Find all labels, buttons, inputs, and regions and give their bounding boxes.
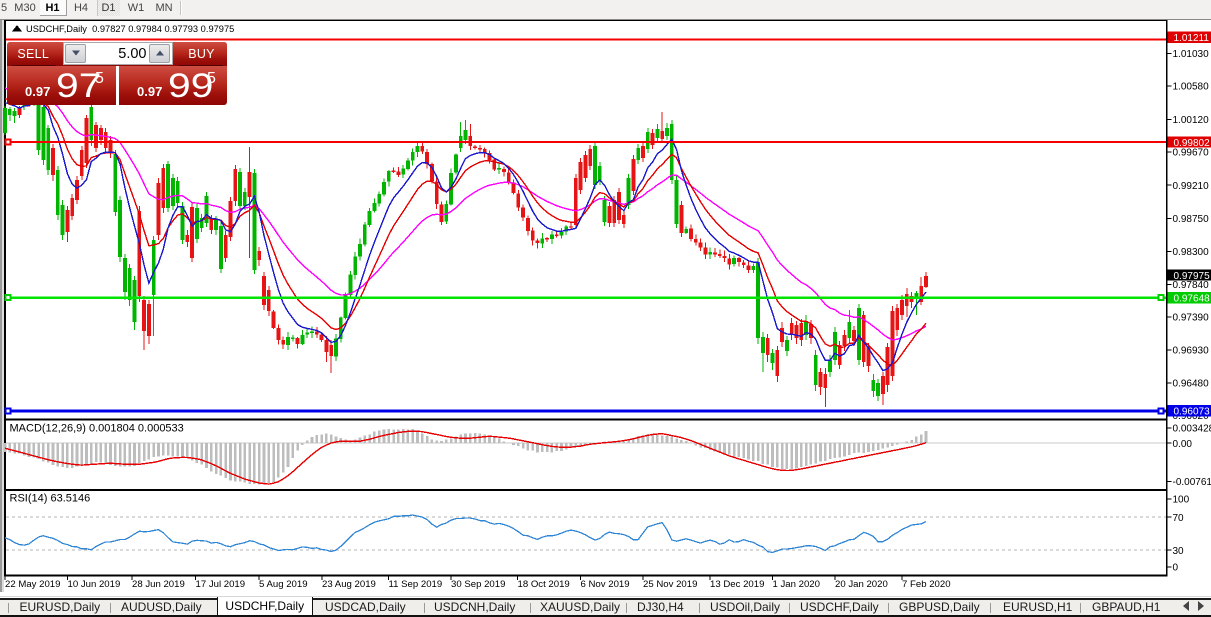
svg-text:1.01030: 1.01030 bbox=[1173, 49, 1210, 60]
svg-text:1.01211: 1.01211 bbox=[1174, 33, 1210, 44]
svg-text:7 Feb 2020: 7 Feb 2020 bbox=[902, 579, 951, 590]
svg-text:0.97840: 0.97840 bbox=[1173, 280, 1210, 291]
svg-text:MACD(12,26,9) 0.001804 0.00053: MACD(12,26,9) 0.001804 0.000533 bbox=[10, 423, 184, 435]
svg-text:28 Jun 2019: 28 Jun 2019 bbox=[132, 579, 185, 590]
svg-text:10 Jun 2019: 10 Jun 2019 bbox=[68, 579, 121, 590]
svg-text:11 Sep 2019: 11 Sep 2019 bbox=[389, 579, 443, 590]
svg-text:RSI(14) 63.5146: RSI(14) 63.5146 bbox=[10, 493, 91, 505]
svg-text:1.00120: 1.00120 bbox=[1173, 115, 1210, 126]
svg-text:13 Dec 2019: 13 Dec 2019 bbox=[710, 579, 764, 590]
svg-text:0.96930: 0.96930 bbox=[1173, 346, 1210, 357]
svg-text:22 May 2019: 22 May 2019 bbox=[5, 579, 60, 590]
svg-text:5 Aug 2019: 5 Aug 2019 bbox=[259, 579, 308, 590]
svg-text:0.00: 0.00 bbox=[1173, 439, 1193, 450]
svg-text:0.97648: 0.97648 bbox=[1174, 294, 1211, 305]
svg-text:6 Nov 2019: 6 Nov 2019 bbox=[581, 579, 630, 590]
svg-text:0.96480: 0.96480 bbox=[1173, 378, 1210, 389]
svg-text:0.98300: 0.98300 bbox=[1173, 247, 1210, 258]
svg-text:1.00580: 1.00580 bbox=[1173, 82, 1210, 93]
svg-text:17 Jul 2019: 17 Jul 2019 bbox=[196, 579, 246, 590]
svg-text:100: 100 bbox=[1173, 495, 1190, 506]
svg-text:1 Jan 2020: 1 Jan 2020 bbox=[773, 579, 820, 590]
svg-text:0.99210: 0.99210 bbox=[1173, 181, 1210, 192]
svg-text:0.99802: 0.99802 bbox=[1174, 138, 1211, 149]
svg-text:0.96073: 0.96073 bbox=[1174, 407, 1211, 418]
svg-text:0.003428: 0.003428 bbox=[1173, 424, 1211, 435]
svg-text:USDCHF,Daily 0.97827 0.97984: USDCHF,Daily 0.97827 0.97984 0.97793 0.9… bbox=[26, 24, 234, 34]
svg-text:0.99670: 0.99670 bbox=[1173, 147, 1210, 158]
svg-text:23 Aug 2019: 23 Aug 2019 bbox=[322, 579, 376, 590]
svg-text:0.97390: 0.97390 bbox=[1173, 313, 1210, 324]
svg-text:70: 70 bbox=[1173, 513, 1185, 524]
svg-text:30: 30 bbox=[1173, 546, 1185, 557]
svg-text:0.97975: 0.97975 bbox=[1174, 271, 1211, 282]
svg-text:-0.007615: -0.007615 bbox=[1173, 477, 1211, 488]
svg-text:20 Jan 2020: 20 Jan 2020 bbox=[835, 579, 888, 590]
svg-text:0.98750: 0.98750 bbox=[1173, 214, 1210, 225]
svg-text:18 Oct 2019: 18 Oct 2019 bbox=[518, 579, 570, 590]
svg-text:25 Nov 2019: 25 Nov 2019 bbox=[643, 579, 697, 590]
svg-text:0: 0 bbox=[1173, 563, 1179, 574]
svg-text:30 Sep 2019: 30 Sep 2019 bbox=[451, 579, 505, 590]
